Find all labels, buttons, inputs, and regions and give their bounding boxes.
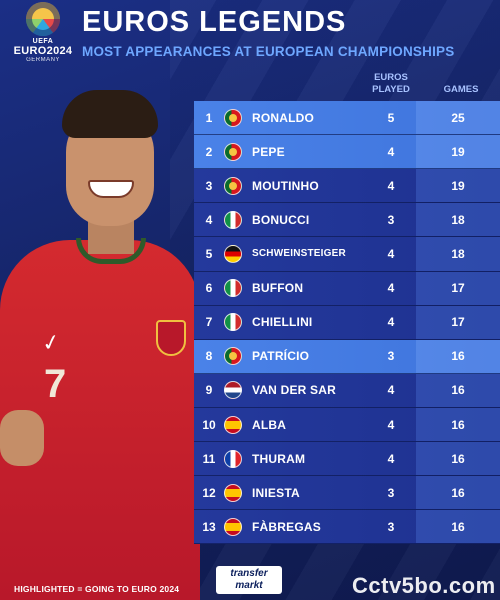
euros-played-cell: 3: [387, 212, 395, 227]
logo-euro-text: EURO2024: [13, 45, 73, 57]
player-name-cell: BUFFON: [252, 281, 304, 296]
rank-cell: 3: [205, 178, 213, 193]
portugal-crest-icon: [156, 320, 186, 356]
euros-played-cell: 4: [387, 178, 395, 193]
spain-flag-icon: [224, 415, 242, 434]
games-cell: 19: [416, 135, 500, 169]
games-cell: 19: [416, 169, 500, 203]
germany-flag-icon: [224, 244, 242, 263]
euros-played-cell: 4: [387, 417, 395, 432]
games-cell: 18: [416, 237, 500, 271]
euros-played-cell: 4: [387, 144, 395, 159]
brand-line-2: markt: [235, 580, 263, 591]
table-row: 2 PEPE 4 19: [194, 135, 500, 170]
rank-cell: 6: [205, 281, 213, 296]
player-name-cell: BONUCCI: [252, 212, 310, 227]
page-subtitle: MOST APPEARANCES AT EUROPEAN CHAMPIONSHI…: [82, 44, 455, 59]
portugal-flag-icon: [224, 108, 242, 127]
portugal-flag-icon: [224, 142, 242, 161]
table-row: 12 INIESTA 3 16: [194, 476, 500, 511]
italy-flag-icon: [224, 313, 242, 332]
player-smile: [88, 180, 134, 198]
games-cell: 17: [416, 305, 500, 339]
player-fist: [0, 410, 44, 466]
games-cell: 16: [416, 442, 500, 476]
spain-flag-icon: [224, 517, 242, 536]
spain-flag-icon: [224, 483, 242, 502]
games-cell: 16: [416, 476, 500, 510]
player-name-cell: FÀBREGAS: [252, 519, 321, 534]
player-name-cell: INIESTA: [252, 485, 300, 500]
player-name-cell: SCHWEINSTEIGER: [252, 248, 346, 260]
player-name-cell: PATRÍCIO: [252, 349, 310, 364]
france-flag-icon: [224, 449, 242, 468]
shirt-number: 7: [44, 362, 67, 406]
portugal-flag-icon: [224, 347, 242, 366]
column-header-games: GAMES: [443, 84, 479, 95]
italy-flag-icon: [224, 279, 242, 298]
table-row: 5 SCHWEINSTEIGER 4 18: [194, 237, 500, 272]
rank-cell: 12: [202, 485, 216, 500]
player-image: ✓ 7: [0, 80, 205, 600]
player-hair: [62, 90, 158, 138]
rank-cell: 4: [205, 212, 213, 227]
table-row: 4 BONUCCI 3 18: [194, 203, 500, 238]
euros-played-cell: 4: [387, 383, 395, 398]
table-row: 3 MOUTINHO 4 19: [194, 169, 500, 204]
rank-cell: 8: [205, 349, 213, 364]
player-name-cell: VAN DER SAR: [252, 383, 336, 398]
appearances-table: 1 RONALDO 5 25 2 PEPE 4 19 3 MOUTINHO 4 19 4 BONUCCI 3…: [194, 101, 500, 545]
page-title: EUROS LEGENDS: [82, 6, 347, 38]
rank-cell: 2: [205, 144, 213, 159]
player-name-cell: ALBA: [252, 417, 287, 432]
table-row: 6 BUFFON 4 17: [194, 271, 500, 306]
logo-uefa-text: UEFA: [32, 38, 54, 45]
games-cell: 17: [416, 271, 500, 305]
table-row: 7 CHIELLINI 4 17: [194, 305, 500, 340]
games-cell: 25: [416, 101, 500, 135]
player-name-cell: RONALDO: [252, 110, 315, 125]
games-cell: 16: [416, 339, 500, 373]
euro2024-logo: UEFA EURO2024 GERMANY: [8, 2, 78, 76]
portugal-flag-icon: [224, 176, 242, 195]
euros-played-cell: 4: [387, 246, 395, 261]
player-name-cell: CHIELLINI: [252, 315, 313, 330]
player-name-cell: THURAM: [252, 451, 306, 466]
netherlands-flag-icon: [224, 381, 242, 400]
rank-cell: 11: [202, 451, 216, 466]
table-row: 8 PATRÍCIO 3 16: [194, 339, 500, 374]
rank-cell: 1: [205, 110, 213, 125]
rank-cell: 9: [205, 383, 213, 398]
table-row: 1 RONALDO 5 25: [194, 101, 500, 136]
italy-flag-icon: [224, 210, 242, 229]
rank-cell: 7: [205, 315, 213, 330]
euros-played-cell: 4: [387, 315, 395, 330]
euros-played-cell: 5: [387, 110, 395, 125]
rank-cell: 13: [202, 519, 216, 534]
euros-played-cell: 3: [387, 485, 395, 500]
table-row: 9 VAN DER SAR 4 16: [194, 373, 500, 408]
table-row: 10 ALBA 4 16: [194, 407, 500, 443]
games-cell: 16: [416, 510, 500, 544]
brand-line-1: transfer: [230, 568, 268, 579]
transfermarkt-logo: transfer markt: [216, 566, 282, 594]
euros-played-cell: 4: [387, 451, 395, 466]
euro-trophy-icon: [26, 2, 60, 36]
player-name-cell: MOUTINHO: [252, 178, 319, 193]
rank-cell: 10: [202, 417, 216, 432]
table-row: 11 THURAM 4 16: [194, 442, 500, 477]
euros-played-cell: 3: [387, 349, 395, 364]
euros-played-cell: 4: [387, 281, 395, 296]
rank-cell: 5: [205, 246, 213, 261]
logo-country-text: GERMANY: [26, 57, 60, 63]
games-cell: 16: [416, 407, 500, 442]
site-watermark: Cctv5bo.com: [352, 573, 496, 598]
games-cell: 18: [416, 203, 500, 237]
euros-played-cell: 3: [387, 519, 395, 534]
player-name-cell: PEPE: [252, 144, 285, 159]
highlight-legend-note: HIGHLIGHTED = GOING TO EURO 2024: [14, 584, 180, 594]
table-row: 13 FÀBREGAS 3 16: [194, 510, 500, 545]
column-header-euros-played: EUROS PLAYED: [372, 72, 410, 95]
games-cell: 16: [416, 373, 500, 407]
